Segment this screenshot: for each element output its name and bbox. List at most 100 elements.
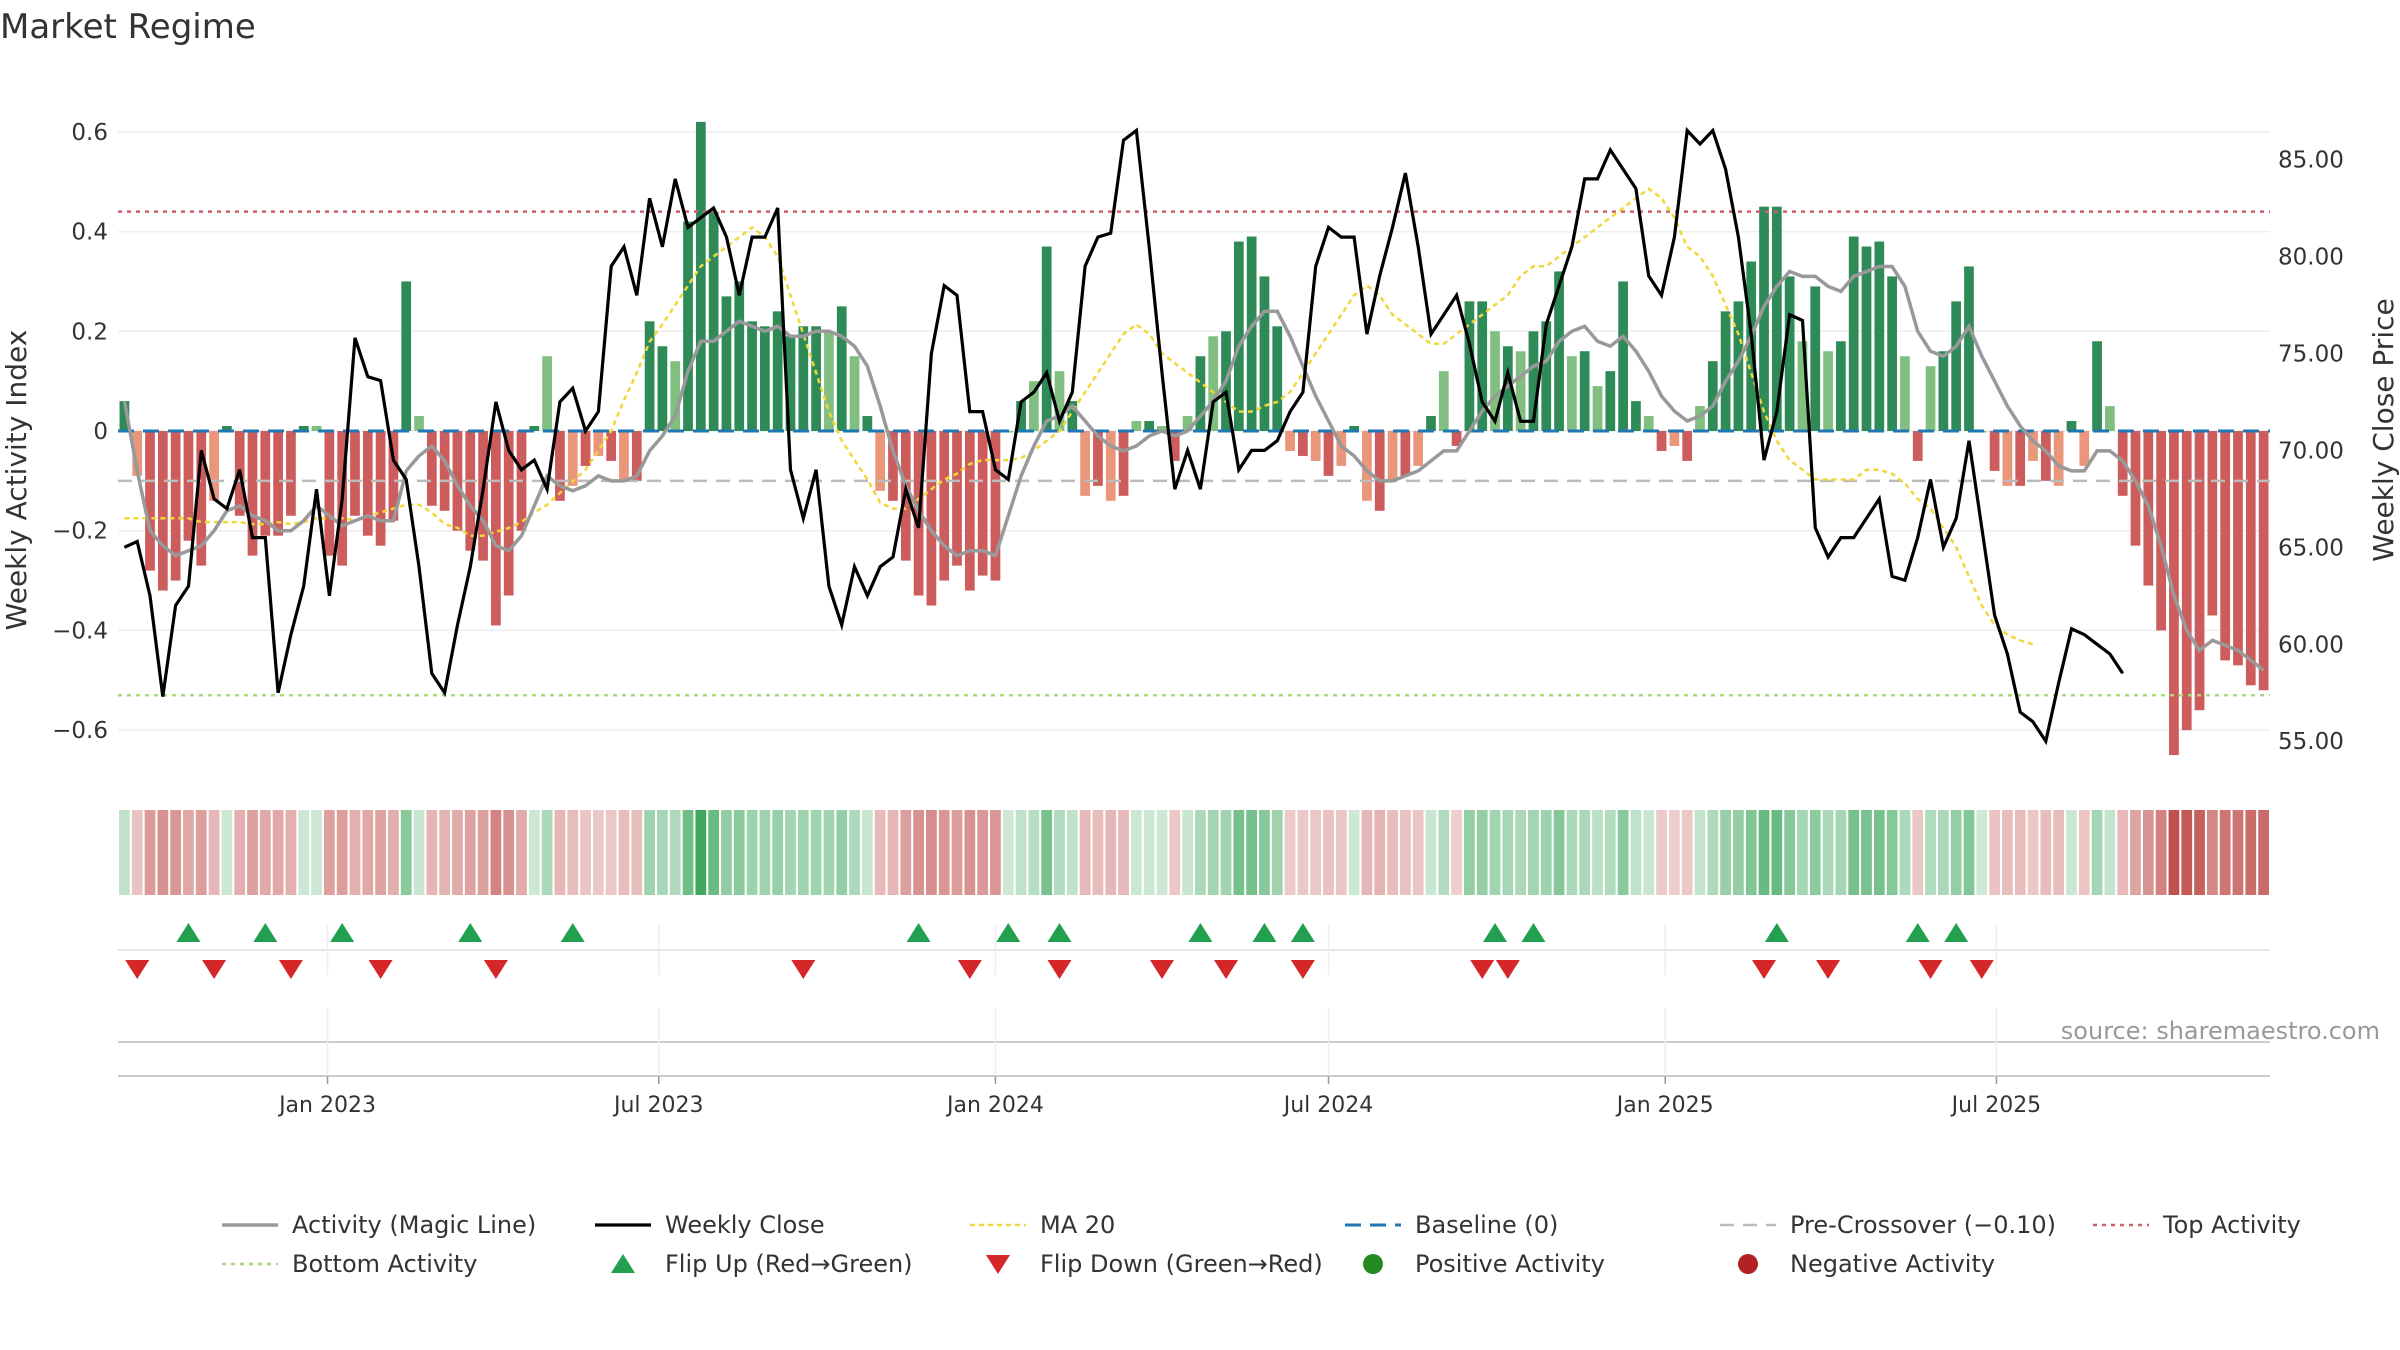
flip-up-marker [1944, 923, 1969, 942]
activity-bar [2181, 431, 2192, 731]
left-tick-label: 0.4 [71, 220, 108, 246]
regime-cell [554, 810, 566, 895]
regime-cell [913, 810, 924, 895]
activity-bar [1592, 386, 1603, 431]
regime-cell [1784, 810, 1796, 895]
regime-cell [2194, 810, 2205, 895]
regime-cell [1118, 810, 1129, 895]
activity-bar [298, 426, 309, 431]
activity-bar [683, 221, 693, 431]
regime-cell [1809, 810, 1821, 895]
activity-bar [1925, 366, 1936, 431]
activity-bar [1631, 401, 1641, 431]
regime-cell [2206, 810, 2218, 895]
activity-bar [580, 431, 591, 466]
left-tick-label: 0 [93, 419, 108, 445]
flip-up-marker [1290, 923, 1315, 942]
x-tick-label: Jan 2023 [277, 1093, 376, 1118]
activity-bar [1669, 431, 1680, 446]
activity-bar [362, 431, 373, 536]
activity-bar [1118, 431, 1129, 496]
regime-cell [1707, 810, 1719, 895]
flip-up-marker [1047, 923, 1072, 942]
regime-cell [2091, 810, 2103, 895]
regime-cell [1797, 810, 1808, 895]
regime-cell [1182, 810, 1193, 895]
regime-cell [2232, 810, 2244, 895]
regime-cell [1451, 810, 1462, 895]
regime-cell [1758, 810, 1770, 895]
chart-title: Market Regime [0, 7, 256, 47]
regime-cell [1348, 810, 1360, 895]
regime-cell [1220, 810, 1232, 895]
regime-cell [2258, 810, 2269, 895]
activity-bar [350, 431, 360, 516]
regime-cell [272, 810, 284, 895]
x-tick-label: Jul 2024 [1282, 1093, 1374, 1118]
activity-bar [1618, 281, 1628, 431]
activity-bar [1554, 271, 1564, 431]
flip-down-marker [368, 960, 393, 979]
regime-cell [759, 810, 771, 895]
activity-bar [2130, 431, 2141, 546]
activity-bar [247, 431, 258, 556]
regime-cell [1579, 810, 1591, 895]
regime-cell [119, 810, 130, 895]
activity-bar [311, 426, 322, 431]
regime-cell [1335, 810, 1347, 895]
activity-bar [1771, 206, 1782, 431]
activity-bar [1029, 381, 1039, 431]
regime-cell [247, 810, 258, 895]
activity-bar [875, 431, 886, 491]
activity-bar [426, 431, 437, 506]
regime-cell [1528, 810, 1539, 895]
regime-cell [1399, 810, 1411, 895]
regime-cell [708, 810, 720, 895]
activity-bar [1848, 236, 1859, 431]
activity-bar [1016, 401, 1026, 431]
x-tick-label: Jul 2025 [1950, 1093, 2042, 1118]
regime-cell [490, 810, 502, 895]
regime-cell [1668, 810, 1680, 895]
flip-up-marker [1905, 923, 1930, 942]
activity-bar [977, 431, 988, 576]
activity-bar [2207, 431, 2218, 616]
activity-bar [1438, 371, 1449, 431]
regime-cell [1207, 810, 1219, 895]
activity-bar [760, 326, 770, 431]
regime-cell [516, 810, 527, 895]
regime-cell [631, 810, 643, 895]
left-tick-label: 0.2 [71, 319, 108, 345]
left-axis-label: Weekly Activity Index [0, 330, 33, 631]
activity-bar [1426, 416, 1436, 431]
legend-label: Pre-Crossover (−0.10) [1790, 1211, 2056, 1239]
regime-cell [1105, 810, 1117, 895]
activity-bar [1310, 431, 1321, 461]
legend-swatch [986, 1255, 1010, 1274]
activity-bar [2258, 431, 2269, 691]
regime-cell [733, 810, 745, 895]
activity-bars [119, 121, 2269, 756]
activity-bar [2245, 431, 2256, 686]
legend-swatch [1738, 1254, 1758, 1274]
activity-bar [414, 416, 424, 431]
activity-bar [606, 431, 617, 461]
regime-cell [2117, 810, 2129, 895]
activity-bar [721, 296, 732, 431]
activity-bar [2233, 431, 2243, 666]
flip-down-marker [1918, 960, 1943, 979]
regime-cell [1976, 810, 1988, 895]
flip-up-marker [253, 923, 278, 942]
activity-bar [1080, 431, 1090, 496]
source-note: source: sharemaestro.com [2061, 1017, 2380, 1045]
regime-cell [1015, 810, 1027, 895]
regime-cell [2168, 810, 2180, 895]
regime-cell [1002, 810, 1014, 895]
regime-cell [234, 810, 246, 895]
activity-bar [593, 431, 604, 456]
regime-cell [477, 810, 489, 895]
activity-bar [1464, 301, 1475, 431]
flip-down-marker [1047, 960, 1072, 979]
activity-bar [1157, 426, 1167, 431]
regime-cell [2219, 810, 2231, 895]
